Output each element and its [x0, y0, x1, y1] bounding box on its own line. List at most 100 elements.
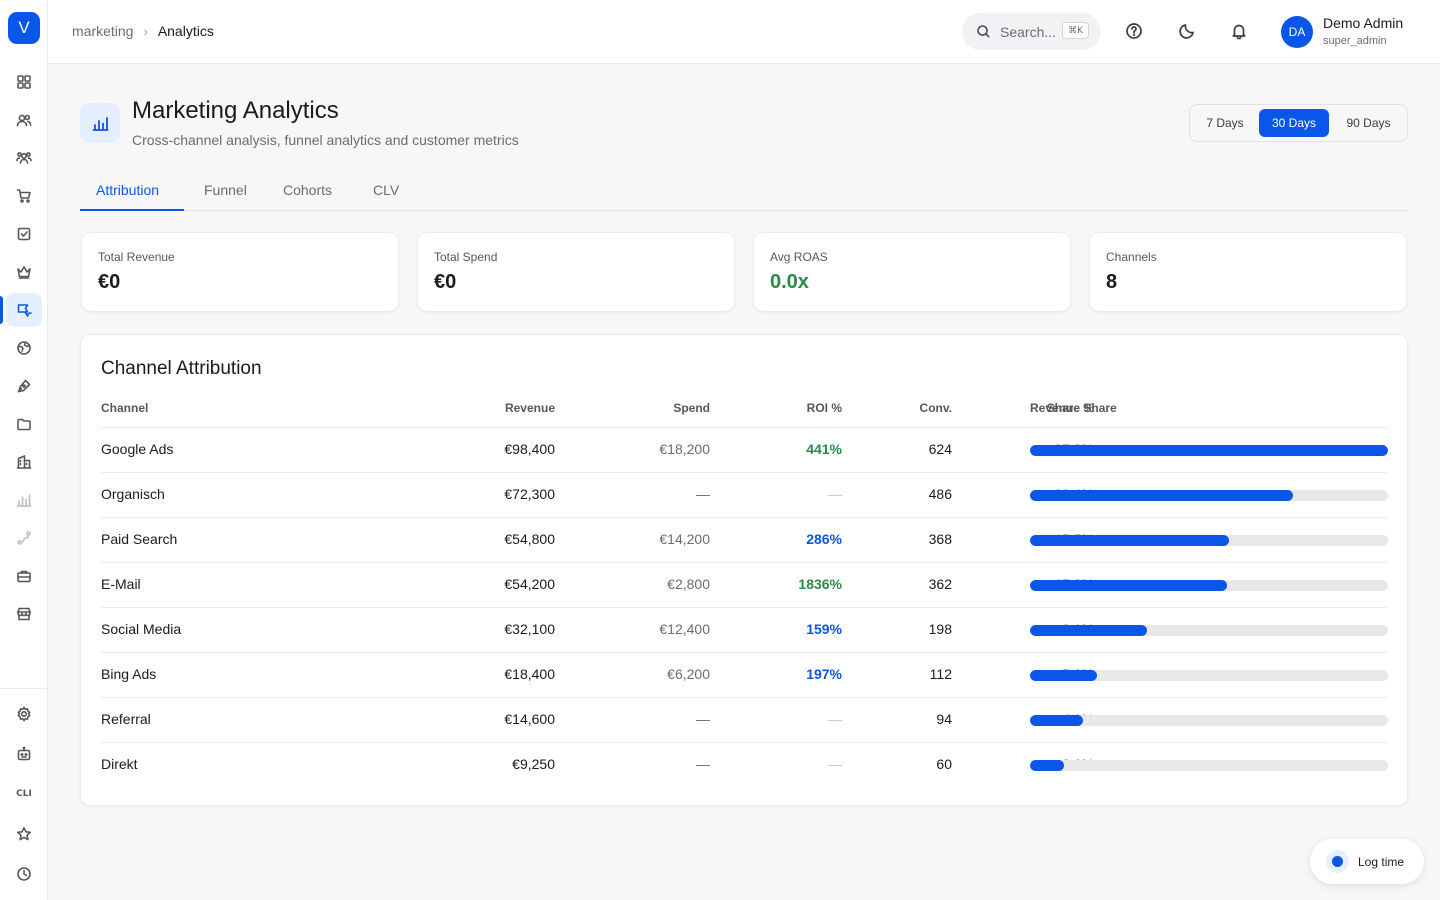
- store-icon[interactable]: [6, 597, 42, 631]
- revenue-share-bar-fill: [1030, 715, 1083, 726]
- cli-button[interactable]: CLI: [6, 777, 42, 811]
- revenue-share-bar-fill: [1030, 580, 1228, 591]
- contacts-icon[interactable]: [6, 103, 42, 137]
- page-subtitle: Cross-channel analysis, funnel analytics…: [132, 132, 519, 148]
- revenue-share-bar: [1030, 715, 1388, 726]
- search-placeholder: Search...: [1000, 23, 1057, 40]
- team-icon[interactable]: [6, 141, 42, 175]
- range-7-days-button[interactable]: 7 Days: [1206, 116, 1244, 130]
- tab-bar: Attribution Funnel Cohorts CLV: [80, 172, 1408, 211]
- cell-conversions: 368: [928, 531, 952, 547]
- settings-icon[interactable]: [6, 697, 42, 731]
- app-logo[interactable]: V: [8, 12, 40, 44]
- cell-roi: —: [828, 756, 842, 772]
- revenue-share-bar: [1030, 490, 1388, 501]
- search-input[interactable]: Search... ⌘K: [962, 13, 1101, 50]
- cell-conversions: 362: [928, 576, 952, 592]
- stat-label: Total Revenue: [98, 250, 175, 264]
- pen-icon[interactable]: [6, 369, 42, 403]
- tab-attribution[interactable]: Attribution: [96, 182, 160, 198]
- breadcrumb: marketing › Analytics: [72, 23, 214, 39]
- table-row[interactable]: Referral€14,600——944.1%: [101, 698, 1388, 743]
- cell-conversions: 60: [936, 756, 952, 772]
- avatar[interactable]: DA: [1281, 16, 1313, 48]
- star-icon[interactable]: [6, 817, 42, 851]
- cart-icon[interactable]: [6, 179, 42, 213]
- revenue-share-bar: [1030, 580, 1388, 591]
- folder-icon[interactable]: [6, 407, 42, 441]
- tab-cohorts[interactable]: Cohorts: [283, 182, 333, 198]
- table-row[interactable]: Organisch€72,300——48620.4%: [101, 473, 1388, 518]
- cell-channel: Social Media: [101, 621, 182, 637]
- cell-roi: —: [828, 486, 842, 502]
- cell-roi: —: [828, 711, 842, 727]
- revenue-share-bar-fill: [1030, 670, 1097, 681]
- stat-card-total-spend: Total Spend €0: [417, 232, 735, 312]
- moon-icon[interactable]: [1176, 20, 1198, 42]
- stat-card-avg-roas: Avg ROAS 0.0x: [753, 232, 1071, 312]
- breadcrumb-parent[interactable]: marketing: [72, 23, 134, 39]
- tasks-icon[interactable]: [6, 217, 42, 251]
- building-icon[interactable]: [6, 445, 42, 479]
- tab-clv[interactable]: CLV: [373, 182, 400, 198]
- stat-card-total-revenue: Total Revenue €0: [81, 232, 399, 312]
- cell-roi: 1836%: [798, 576, 842, 592]
- card-title: Channel Attribution: [101, 358, 262, 379]
- table-header: Channel Revenue Spend ROI % Conv. Share …: [101, 391, 1387, 428]
- revenue-share-bar: [1030, 760, 1388, 771]
- cell-revenue: €32,100: [504, 621, 555, 637]
- cell-spend: €18,200: [659, 441, 710, 457]
- revenue-share-bar-fill: [1030, 760, 1064, 771]
- stat-value: €0: [434, 271, 457, 293]
- globe-icon[interactable]: [6, 331, 42, 365]
- timer-icon: [1326, 850, 1349, 873]
- cell-conversions: 94: [936, 711, 952, 727]
- revenue-share-bar: [1030, 625, 1388, 636]
- column-header-share: Share %: [1046, 401, 1094, 415]
- crown-icon[interactable]: [6, 255, 42, 289]
- bell-icon[interactable]: [1228, 20, 1250, 42]
- stat-value: 8: [1106, 271, 1118, 293]
- stat-value: €0: [98, 271, 121, 293]
- cell-spend: —: [696, 486, 710, 502]
- dashboard-icon[interactable]: [6, 65, 42, 99]
- cell-spend: —: [696, 756, 710, 772]
- history-icon[interactable]: [6, 857, 42, 891]
- cell-conversions: 486: [928, 486, 952, 502]
- stat-label: Channels: [1106, 250, 1157, 264]
- cell-conversions: 112: [929, 666, 952, 682]
- bar-chart-icon: [80, 103, 120, 143]
- cell-revenue: €9,250: [512, 756, 555, 772]
- cell-channel: Direkt: [101, 756, 138, 772]
- cell-revenue: €18,400: [504, 666, 555, 682]
- tab-funnel[interactable]: Funnel: [204, 182, 247, 198]
- user-name[interactable]: Demo Admin: [1323, 15, 1404, 31]
- range-90-days-button[interactable]: 90 Days: [1346, 116, 1391, 130]
- revenue-share-bar-fill: [1030, 490, 1294, 501]
- cell-spend: €12,400: [659, 621, 710, 637]
- cell-revenue: €98,400: [504, 441, 555, 457]
- log-time-button[interactable]: Log time: [1310, 839, 1424, 884]
- column-header-channel: Channel: [101, 401, 149, 415]
- cell-spend: €6,200: [667, 666, 710, 682]
- briefcase-icon[interactable]: [6, 559, 42, 593]
- revenue-share-bar-fill: [1030, 625, 1147, 636]
- help-icon[interactable]: [1123, 20, 1145, 42]
- sidebar: V: [0, 0, 48, 900]
- table-row[interactable]: Direkt€9,250——602.6%: [101, 743, 1388, 788]
- cell-revenue: €72,300: [504, 486, 555, 502]
- range-30-days-button[interactable]: 30 Days: [1259, 109, 1329, 137]
- route-icon[interactable]: [6, 521, 42, 555]
- analytics-icon[interactable]: [6, 483, 42, 517]
- revenue-share-bar: [1030, 445, 1388, 456]
- marketing-icon[interactable]: [6, 293, 42, 327]
- bot-icon[interactable]: [6, 737, 42, 771]
- column-header-revenue-share: Revenue Share: [1030, 401, 1117, 415]
- sidebar-divider: [0, 688, 47, 689]
- active-tab-indicator: [80, 209, 184, 211]
